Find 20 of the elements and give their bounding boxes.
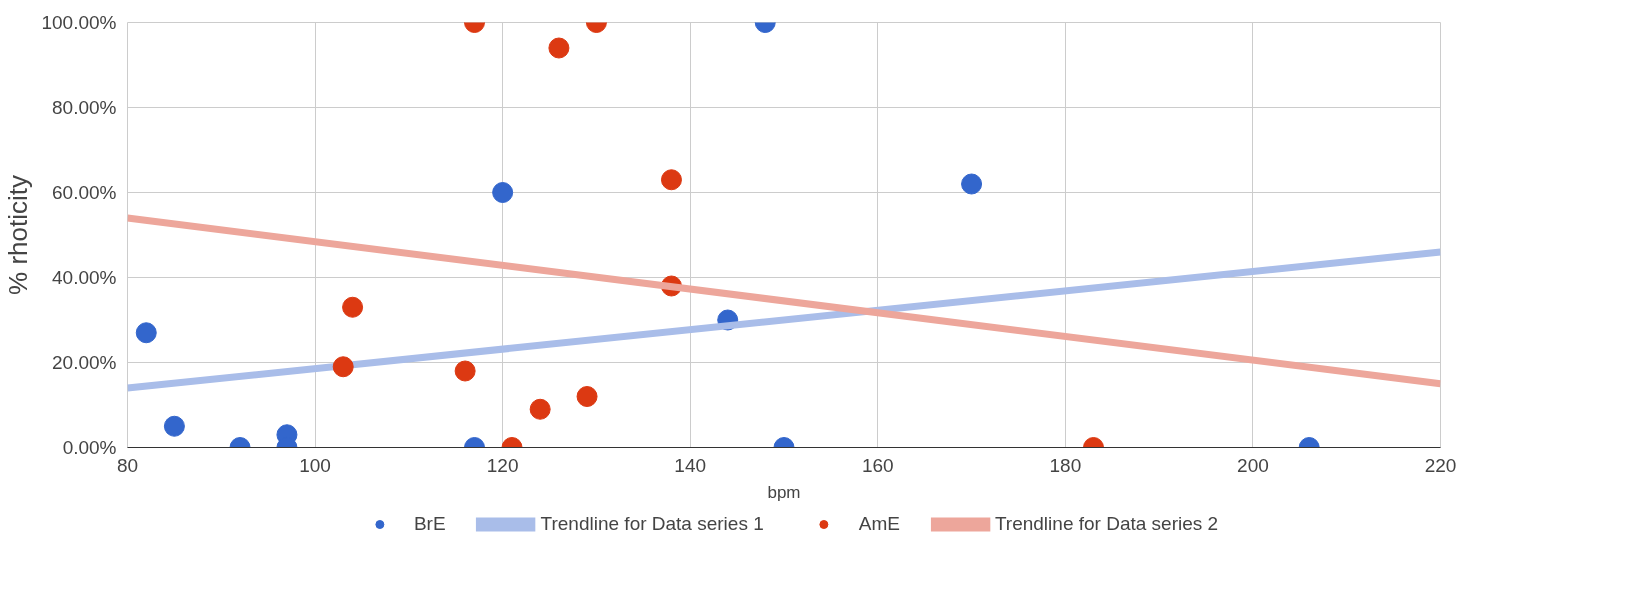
- y-tick-label: 40.00%: [52, 267, 117, 288]
- x-tick-label: 120: [486, 454, 519, 476]
- y-axis-title: % rhoticity: [3, 175, 34, 295]
- legend-label: Trendline for Data series 2: [994, 513, 1219, 535]
- y-tick-label: 0.00%: [62, 437, 117, 458]
- y-tick-label: 80.00%: [52, 97, 117, 118]
- x-axis-title: bpm: [767, 482, 801, 502]
- legend-label: Trendline for Data series 1: [540, 513, 764, 535]
- x-tick-label: 180: [1049, 454, 1082, 476]
- x-tick-label: 100: [299, 454, 331, 476]
- y-tick-label: 100.00%: [41, 12, 117, 33]
- x-tick-label: 160: [861, 454, 894, 476]
- x-tick-label: 220: [1424, 454, 1457, 476]
- legend-label: AmE: [858, 513, 900, 535]
- legend-label: BrE: [413, 513, 446, 535]
- y-tick-label: 60.00%: [52, 182, 117, 203]
- x-tick-label: 80: [116, 454, 139, 476]
- x-tick-label: 140: [674, 454, 707, 476]
- y-tick-label: 20.00%: [52, 352, 117, 373]
- x-tick-label: 200: [1237, 454, 1269, 476]
